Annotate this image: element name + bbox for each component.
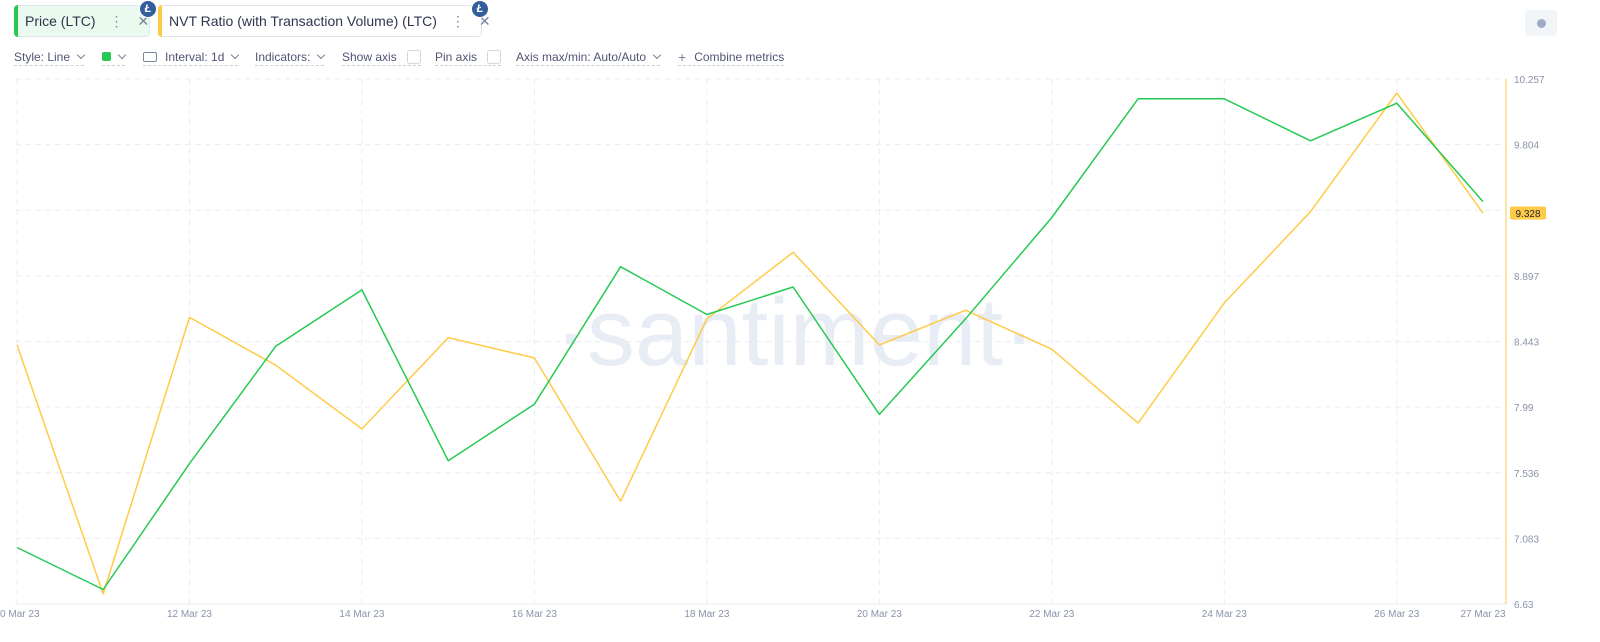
color-picker[interactable] (102, 48, 127, 66)
interval-label: Interval: 1d (165, 49, 225, 64)
chart-grid (15, 78, 1507, 605)
watermark: ·santiment· (555, 279, 1035, 386)
metric-color-bar (14, 5, 18, 37)
indicators-label: Indicators: (255, 49, 311, 64)
y-axis: 10.2579.8049.3518.8978.4437.997.5367.083… (1514, 75, 1545, 611)
series-line-price-ltc (16, 98, 1484, 591)
x-tick-label: 24 Mar 23 (1202, 609, 1247, 620)
close-icon[interactable]: ✕ (478, 12, 491, 29)
x-axis: 10 Mar 23 12 Mar 23 14 Mar 23 16 Mar 23 18 M… (0, 609, 1506, 620)
combine-metrics-label: Combine metrics (694, 49, 785, 64)
y-tick-label: 8.443 (1514, 338, 1539, 349)
x-tick-label: 26 Mar 23 (1374, 609, 1419, 620)
style-label: Style: Line (14, 49, 71, 64)
show-axis-toggle[interactable]: Show axis (342, 48, 421, 66)
settings-dot-icon (1536, 18, 1546, 28)
x-tick-label: 14 Mar 23 (339, 609, 384, 620)
y-tick-label: 10.257 (1514, 75, 1545, 86)
chart-series (16, 92, 1484, 595)
show-axis-checkbox[interactable] (406, 49, 421, 64)
ruler-icon (143, 51, 157, 62)
x-tick-label: 18 Mar 23 (684, 609, 729, 620)
litecoin-icon: Ł (139, 0, 157, 18)
metric-tab-label: Price (LTC) (25, 13, 96, 29)
current-value-badge: 9.328 (1510, 206, 1546, 220)
pin-axis-label: Pin axis (435, 49, 478, 64)
settings-button[interactable] (1525, 10, 1557, 36)
y-tick-label: 7.536 (1514, 469, 1539, 480)
x-tick-label: 16 Mar 23 (512, 609, 557, 620)
metric-color-bar (158, 5, 162, 37)
x-tick-label: 12 Mar 23 (167, 609, 212, 620)
close-icon[interactable]: ✕ (137, 12, 150, 29)
show-axis-label: Show axis (342, 49, 397, 64)
axis-minmax-dropdown[interactable]: Axis max/min: Auto/Auto (516, 48, 662, 66)
pin-axis-toggle[interactable]: Pin axis (435, 48, 502, 66)
interval-dropdown[interactable]: Interval: 1d (143, 48, 240, 66)
color-swatch (102, 52, 111, 61)
plus-icon: + (678, 48, 687, 65)
metric-tab-label: NVT Ratio (with Transaction Volume) (LTC… (169, 13, 437, 29)
current-value-badge-bg (1510, 206, 1546, 220)
x-tick-label: 27 Mar 23 (1460, 609, 1505, 620)
x-tick-label: 20 Mar 23 (857, 609, 902, 620)
pin-axis-checkbox[interactable] (487, 49, 502, 64)
x-tick-label: 10 Mar 23 (0, 609, 40, 620)
more-options-icon[interactable]: ⋮ (450, 12, 465, 29)
y-tick-label: 8.897 (1514, 272, 1539, 283)
y-tick-label: 6.63 (1514, 600, 1534, 611)
metric-tab-nvt-ratio[interactable]: NVT Ratio (with Transaction Volume) (LTC… (158, 0, 491, 37)
y-tick-label: 9.804 (1514, 141, 1539, 152)
x-tick-label: 22 Mar 23 (1029, 609, 1074, 620)
combine-metrics-button[interactable]: + Combine metrics (678, 48, 785, 66)
series-line-nvt-ratio-with-transaction-volume-ltc (16, 92, 1484, 595)
metric-tab-price[interactable]: Price (LTC) ⋮ ✕ Ł (14, 0, 157, 37)
y-tick-label: 7.083 (1514, 534, 1539, 545)
indicators-dropdown[interactable]: Indicators: (255, 48, 326, 66)
y-tick-label: 7.99 (1514, 403, 1534, 414)
more-options-icon[interactable]: ⋮ (109, 12, 124, 29)
axis-minmax-label: Axis max/min: Auto/Auto (516, 49, 647, 64)
style-dropdown[interactable]: Style: Line (14, 48, 86, 66)
litecoin-icon: Ł (471, 0, 489, 18)
current-value-label: 9.328 (1515, 209, 1540, 220)
